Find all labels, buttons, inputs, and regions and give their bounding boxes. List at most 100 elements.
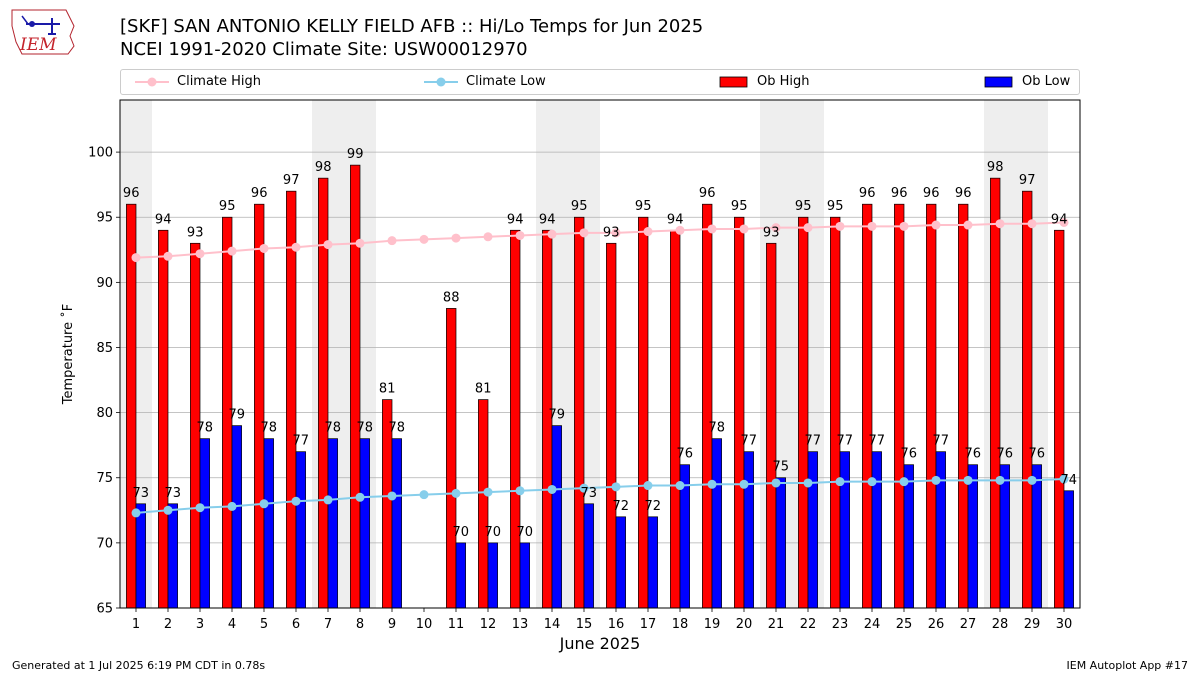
x-tick-label: 2 [164, 617, 172, 632]
ob-high-label: 94 [155, 212, 172, 227]
ob-high-bar [606, 242, 617, 609]
ob-low-bar [615, 516, 626, 609]
climate-low-point [803, 478, 813, 488]
ob-high-label: 95 [827, 199, 844, 214]
climate-high-point [227, 246, 237, 256]
climate-high-line [135, 221, 1065, 259]
ob-low-label: 78 [709, 421, 726, 436]
climate-low-point [227, 501, 237, 511]
ob-low-bar [391, 438, 402, 609]
logo-text: IEM [19, 35, 57, 55]
chart-subtitle: NCEI 1991-2020 Climate Site: USW00012970 [120, 39, 528, 60]
x-tick-label: 3 [196, 617, 204, 632]
ob-high-swatch-icon [719, 76, 748, 87]
ob-low-bar [1031, 464, 1042, 609]
x-tick-label: 15 [576, 617, 593, 632]
ob-low-bar [743, 451, 754, 609]
ob-low-bar [1063, 490, 1074, 609]
ob-low-bar [295, 451, 306, 609]
ob-low-label: 74 [1061, 473, 1078, 488]
ob-high-label: 97 [283, 173, 300, 188]
ob-low-label: 78 [261, 421, 278, 436]
x-tick-label: 1 [132, 617, 140, 632]
ob-high-bar [958, 203, 969, 609]
ob-low-bar [455, 542, 466, 609]
x-tick-label: 29 [1024, 617, 1041, 632]
legend-label-ob-high: Ob High [757, 74, 810, 89]
x-tick-label: 27 [960, 617, 977, 632]
ob-low-label: 76 [901, 447, 918, 462]
y-tick-label: 90 [96, 276, 113, 291]
ob-low-label: 76 [965, 447, 982, 462]
ob-low-label: 79 [229, 408, 246, 423]
climate-low-line-icon [424, 77, 458, 86]
ob-high-label: 96 [923, 186, 940, 201]
climate-high-point [739, 224, 749, 234]
legend: Climate High Climate Low Ob High Ob Low [120, 69, 1080, 95]
x-tick-label: 16 [608, 617, 625, 632]
legend-label-climate-high: Climate High [177, 74, 262, 89]
iem-logo: IEM [8, 6, 80, 58]
ob-low-label: 77 [933, 434, 950, 449]
legend-item-ob-low: Ob Low [984, 74, 1070, 89]
ob-high-bar [254, 203, 265, 609]
ob-low-bar [327, 438, 338, 609]
ob-low-label: 70 [453, 525, 470, 540]
ob-high-label: 81 [475, 382, 492, 397]
climate-high-point [931, 220, 941, 230]
ob-high-label: 94 [539, 212, 556, 227]
climate-high-point [323, 240, 333, 250]
ob-high-label: 95 [571, 199, 588, 214]
climate-low-point [899, 477, 909, 487]
y-tick-label: 75 [96, 471, 113, 486]
ob-high-label: 98 [987, 160, 1004, 175]
ob-low-label: 76 [677, 447, 694, 462]
ob-high-bar [1022, 190, 1033, 609]
climate-high-point [643, 227, 653, 237]
ob-low-label: 73 [581, 486, 598, 501]
ob-low-label: 77 [293, 434, 310, 449]
ob-high-label: 96 [251, 186, 268, 201]
ob-high-bar [350, 164, 361, 609]
ob-low-bar [711, 438, 722, 609]
ob-low-bar [551, 425, 562, 609]
x-tick-label: 22 [800, 617, 817, 632]
climate-low-point [1059, 474, 1069, 484]
ob-low-bar [135, 503, 146, 609]
ob-high-label: 93 [603, 225, 620, 240]
climate-high-point [867, 221, 877, 231]
ob-low-bar [231, 425, 242, 609]
ob-high-label: 94 [1051, 212, 1068, 227]
ob-high-bar [638, 216, 649, 609]
ob-low-bar [967, 464, 978, 609]
y-tick-label: 70 [96, 536, 113, 551]
x-tick-label: 5 [260, 617, 268, 632]
climate-high-point [451, 233, 461, 243]
climate-high-point [707, 224, 717, 234]
ob-high-bar [990, 177, 1001, 609]
ob-high-bar [830, 216, 841, 609]
ob-low-label: 78 [357, 421, 374, 436]
climate-low-point [931, 475, 941, 485]
x-tick-label: 18 [672, 617, 689, 632]
x-tick-label: 25 [896, 617, 913, 632]
ob-low-label: 78 [325, 421, 342, 436]
ob-low-label: 72 [613, 499, 630, 514]
climate-low-point [419, 490, 429, 500]
ob-low-label: 77 [805, 434, 822, 449]
climate-low-point [355, 492, 365, 502]
ob-high-label: 88 [443, 290, 460, 305]
x-tick-label: 10 [416, 617, 433, 632]
ob-low-label: 78 [197, 421, 214, 436]
climate-low-point [867, 477, 877, 487]
x-tick-label: 28 [992, 617, 1009, 632]
ob-high-bar [510, 229, 521, 609]
x-tick-label: 4 [228, 617, 236, 632]
y-tick-label: 95 [96, 211, 113, 226]
ob-low-label: 72 [645, 499, 662, 514]
climate-low-point [195, 503, 205, 513]
legend-label-ob-low: Ob Low [1022, 74, 1071, 89]
ob-low-bar [487, 542, 498, 609]
ob-high-label: 95 [731, 199, 748, 214]
climate-low-point [547, 484, 557, 494]
